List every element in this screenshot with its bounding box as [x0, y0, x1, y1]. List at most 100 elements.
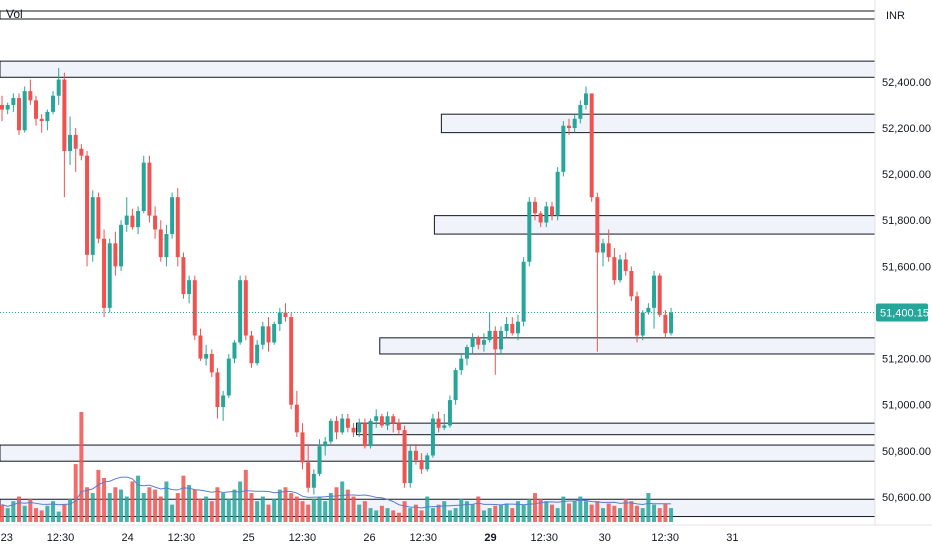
zone-box: [0, 60, 876, 78]
candle-body: [532, 201, 537, 214]
volume-bar: [289, 493, 294, 522]
volume-bar: [436, 504, 441, 522]
candle-body: [408, 450, 413, 484]
volume-bar: [368, 508, 373, 522]
candle-body: [521, 261, 526, 322]
candle-body: [544, 206, 549, 223]
candle-body: [447, 400, 452, 426]
volume-bar: [34, 508, 39, 522]
candle-body: [289, 317, 294, 405]
volume-bar: [510, 508, 515, 522]
candle-body: [470, 337, 475, 348]
volume-bar: [538, 498, 543, 522]
volume-bar: [345, 489, 350, 522]
candle-body: [22, 91, 27, 131]
volume-bar: [45, 505, 50, 522]
volume-bar: [646, 493, 651, 522]
volume-bar: [549, 504, 554, 522]
x-tick-label: 12:30: [410, 532, 438, 544]
volume-bar: [589, 504, 594, 522]
candle-body: [567, 125, 571, 129]
volume-bar: [464, 501, 469, 522]
volume-bar: [498, 504, 503, 522]
volume-bar: [323, 501, 328, 522]
volume-bar: [294, 496, 299, 522]
candle-body: [413, 450, 418, 461]
y-tick-label: 50,800.00: [882, 446, 931, 458]
volume-bar: [515, 501, 520, 522]
volume-bar: [124, 496, 129, 522]
candle-body: [612, 257, 617, 281]
volume-bar: [601, 508, 606, 522]
candle-body: [442, 425, 447, 428]
candle-body: [141, 162, 146, 212]
candle-body: [107, 243, 112, 308]
volume-bar: [215, 487, 220, 522]
candle-body: [311, 473, 316, 488]
candle-body: [402, 430, 407, 484]
volume-bar: [567, 503, 571, 522]
volume-bar: [419, 510, 424, 522]
candle-body: [538, 213, 543, 223]
candle-body: [549, 206, 554, 216]
x-tick-label: 25: [242, 532, 254, 544]
candle-body: [589, 93, 594, 198]
volume-bar: [243, 469, 248, 522]
volume-bar: [669, 508, 674, 522]
candle-body: [175, 197, 180, 258]
zone-box: [379, 337, 876, 355]
candle-body: [396, 423, 401, 431]
candle-body: [113, 243, 118, 267]
volume-bar: [374, 510, 379, 522]
volume-bar: [487, 508, 492, 522]
candle-body: [669, 312, 674, 334]
volume-bar: [623, 498, 628, 522]
candle-body: [192, 280, 197, 336]
volume-bar: [470, 504, 475, 522]
candle-body: [102, 238, 107, 308]
candle-body: [85, 155, 90, 255]
candle-body: [493, 330, 498, 350]
volume-bar: [113, 487, 118, 522]
volume-bar: [170, 504, 175, 522]
candle-body: [255, 344, 260, 364]
candle-body: [0, 104, 4, 110]
candle-body: [232, 342, 237, 359]
volume-bar: [340, 481, 345, 522]
volume-bar: [28, 498, 33, 522]
volume-bar: [311, 498, 316, 522]
volume-bar: [283, 487, 288, 522]
volume-bar: [300, 501, 305, 522]
candle-body: [515, 321, 520, 334]
volume-bar: [260, 496, 265, 522]
candle-body: [584, 93, 589, 105]
candle-body: [39, 118, 44, 122]
zone-box: [440, 113, 876, 134]
volume-bar: [396, 512, 401, 522]
x-tick-label: 12:30: [651, 532, 679, 544]
candle-body: [464, 347, 469, 359]
volume-bar: [187, 484, 192, 522]
volume-bar: [357, 504, 362, 522]
candle-body: [153, 215, 158, 230]
volume-bar: [561, 496, 566, 522]
candle-body: [283, 312, 288, 318]
volume-bar: [476, 496, 481, 522]
volume-bar: [56, 511, 61, 522]
volume-bar: [204, 496, 209, 522]
currency-label: INR: [886, 10, 905, 22]
volume-bar: [317, 496, 322, 522]
candle-body: [391, 416, 396, 424]
volume-bar: [584, 501, 589, 522]
candle-body: [11, 98, 16, 105]
volume-bar: [413, 504, 418, 522]
volume-bar: [334, 487, 339, 522]
candle-body: [453, 370, 458, 401]
candle-body: [266, 326, 271, 343]
y-tick-label: 50,600.00: [882, 492, 931, 504]
y-tick-label: 51,800.00: [882, 215, 931, 227]
volume-bar: [51, 501, 56, 522]
candle-body: [561, 125, 566, 172]
candle-body: [487, 330, 492, 341]
